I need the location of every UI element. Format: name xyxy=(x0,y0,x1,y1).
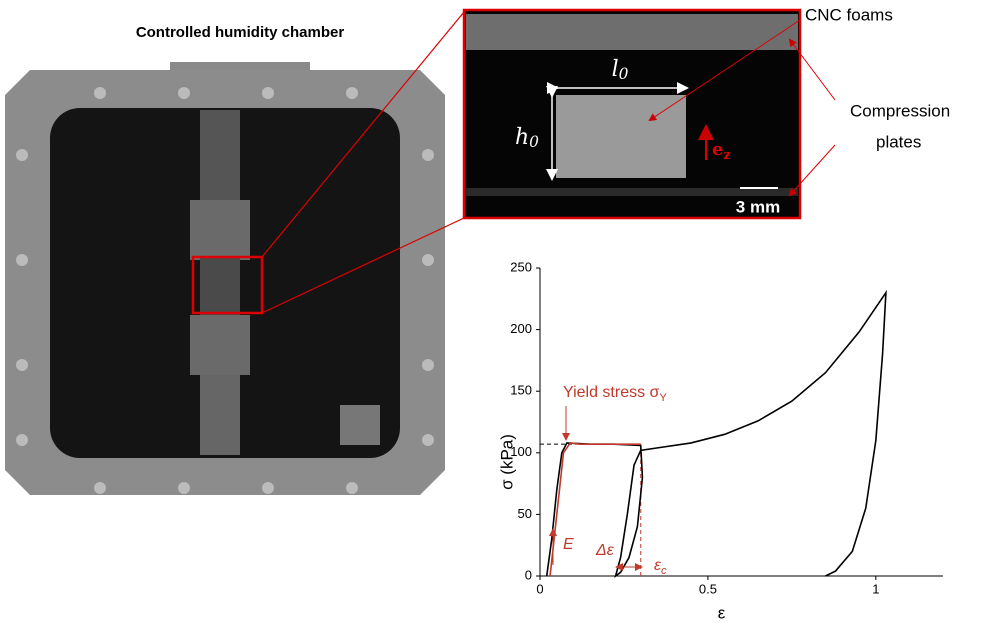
annotation-main: E xyxy=(563,536,574,553)
y-tick-label: 200 xyxy=(510,321,532,336)
annotation: εc xyxy=(654,557,667,577)
annotation-sub: c xyxy=(661,565,667,577)
y-axis-label: σ (kPa) xyxy=(497,434,516,490)
annotation: E xyxy=(563,536,574,553)
x-tick-label: 0 xyxy=(536,581,543,596)
direction-label-sub: z xyxy=(723,147,730,162)
x-tick-label: 1 xyxy=(872,581,879,596)
cnc-foams-label: CNC foams xyxy=(805,5,893,24)
direction-label: ez xyxy=(712,139,731,162)
annotation: Δε xyxy=(595,542,615,559)
length-label: l0 xyxy=(612,57,629,83)
y-tick-label: 0 xyxy=(525,567,532,582)
x-axis-label: ε xyxy=(718,603,726,622)
chamber-photo xyxy=(5,11,465,495)
annotation-sub: Y xyxy=(659,392,667,404)
data-line xyxy=(549,442,641,577)
compression-label: Compression xyxy=(850,101,950,120)
zoom-image xyxy=(462,8,836,220)
data-line xyxy=(545,289,887,579)
y-tick-label: 50 xyxy=(518,506,532,521)
x-tick-label: 0.5 xyxy=(699,581,717,596)
length-label-main: l xyxy=(612,57,619,82)
annotation: Yield stress σY xyxy=(563,384,667,404)
height-label: h0 xyxy=(515,125,539,151)
chamber-title: Controlled humidity chamber xyxy=(136,24,345,41)
annotation-main: Δε xyxy=(595,542,615,559)
y-tick-label: 150 xyxy=(510,383,532,398)
height-label-main: h xyxy=(515,125,529,150)
compression-label: plates xyxy=(876,132,921,151)
annotation-main: Yield stress σ xyxy=(563,384,660,401)
y-tick-label: 250 xyxy=(510,259,532,274)
height-label-sub: 0 xyxy=(529,133,539,151)
length-label-sub: 0 xyxy=(619,65,629,83)
scale-bar-label: 3 mm xyxy=(736,197,780,216)
annotation-main: ε xyxy=(654,557,662,574)
direction-label-main: e xyxy=(712,139,723,160)
y-tick-label: 100 xyxy=(510,444,532,459)
